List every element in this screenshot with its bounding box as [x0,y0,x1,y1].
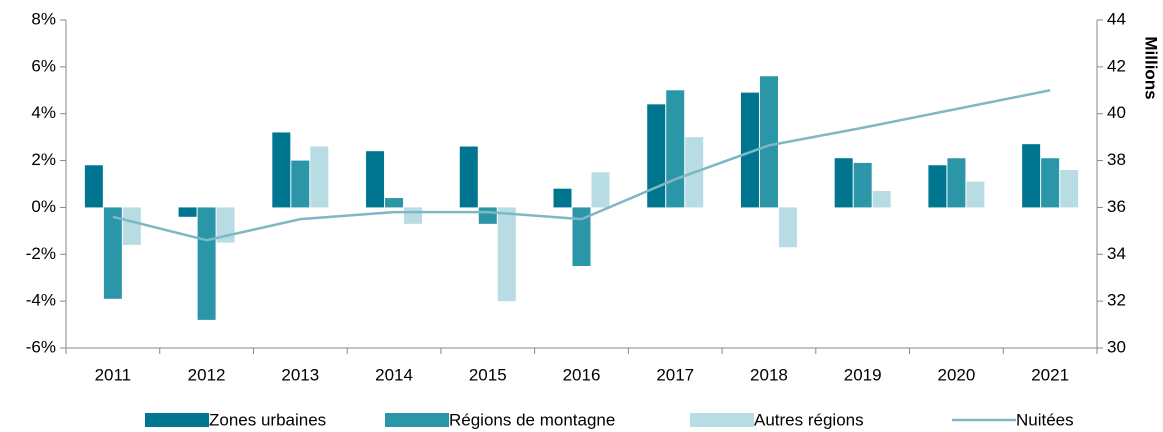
x-tick-label: 2011 [95,365,132,384]
legend-label: Zones urbaines [209,410,326,429]
y2-tick-label: 36 [1107,197,1126,216]
y-tick-label: -6% [26,337,56,356]
x-tick-label: 2018 [750,365,788,384]
bar [291,160,310,208]
legend-swatch [690,413,754,427]
x-tick-label: 2014 [375,365,413,384]
y2-tick-label: 38 [1107,150,1126,169]
y2-tick-label: 42 [1107,56,1126,75]
bar [1022,144,1041,208]
bar [928,165,947,208]
y2-tick-label: 32 [1107,291,1126,310]
bar [122,207,141,245]
bar [647,104,666,208]
y2-tick-label: 30 [1107,337,1126,356]
bar [591,172,610,208]
legend-label: Régions de montagne [449,410,615,429]
bar [1060,169,1079,208]
y-tick-label: 0% [31,197,56,216]
bar [404,207,423,224]
x-tick-label: 2020 [937,365,975,384]
x-tick-label: 2015 [469,365,507,384]
bar [84,165,103,208]
bar [666,90,685,208]
bar [178,207,197,217]
y2-tick-label: 44 [1107,9,1126,28]
x-tick-label: 2012 [188,365,226,384]
bar [759,76,778,208]
legend-swatch [145,413,209,427]
y2-axis-label: Millions [1142,36,1161,99]
bar [947,158,966,208]
legend-swatch [385,413,449,427]
bar [778,207,797,248]
y-tick-label: 6% [31,56,56,75]
x-tick-label: 2013 [281,365,319,384]
y-tick-label: 2% [31,150,56,169]
bar [572,207,591,266]
bar [478,207,497,224]
y-tick-label: 8% [31,9,56,28]
y-tick-label: -4% [26,291,56,310]
y2-tick-label: 34 [1107,244,1126,263]
bar [197,207,216,320]
bar [834,158,853,208]
x-tick-label: 2021 [1031,365,1069,384]
legend-label: Nuitées [1016,410,1074,429]
bar [459,146,478,208]
y-tick-label: -2% [26,244,56,263]
bar [497,207,516,302]
bar [553,188,572,208]
y2-tick-label: 40 [1107,103,1126,122]
line [112,89,1051,242]
bar [1041,158,1060,208]
bar [366,151,385,208]
x-tick-label: 2016 [563,365,601,384]
x-tick-label: 2017 [656,365,694,384]
bar [872,191,891,208]
bar [385,198,404,208]
y-tick-label: 4% [31,103,56,122]
legend-label: Autres régions [754,410,864,429]
bar [272,132,291,208]
x-tick-label: 2019 [844,365,882,384]
bar [740,92,759,208]
bar [103,207,122,299]
bar [966,181,985,208]
bar [853,162,872,208]
bar [310,146,329,208]
